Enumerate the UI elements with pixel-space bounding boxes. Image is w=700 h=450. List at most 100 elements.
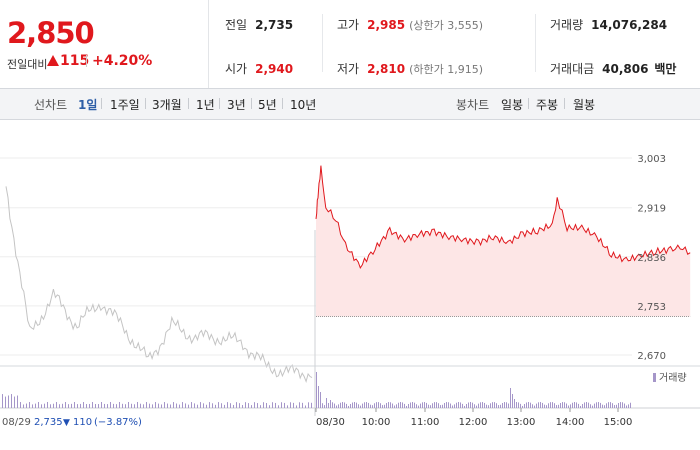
volume-bar [35, 403, 36, 408]
volume-bar [11, 394, 12, 408]
volume-bar [173, 402, 174, 408]
volume-bar [498, 405, 499, 408]
tab-1week[interactable]: 1주일 [110, 98, 140, 112]
volume-bar [612, 403, 613, 408]
volume-bar [296, 405, 297, 408]
tab-daily-candle[interactable]: 일봉 [501, 98, 524, 112]
volume-bar [492, 402, 493, 408]
volume-bar [408, 403, 409, 408]
volume-bar [504, 402, 505, 408]
volume-bar [422, 402, 423, 408]
volume-bar [412, 402, 413, 408]
volume-bar [68, 404, 69, 408]
today-price-line [315, 165, 691, 270]
volume-bar [382, 405, 383, 408]
volume-bar [496, 403, 497, 408]
volume-bar [266, 403, 267, 408]
volume-bar [8, 395, 9, 408]
volume-bar [209, 402, 210, 408]
tab-monthly-candle[interactable]: 월봉 [573, 98, 596, 112]
volume-bar [32, 404, 33, 408]
open-value: 2,940 [255, 62, 294, 76]
volume-bar [358, 404, 359, 408]
volume-bar [86, 404, 87, 408]
volume-bar [344, 402, 345, 408]
volume-bar [50, 404, 51, 408]
volume-bar [287, 405, 288, 408]
volume-bar [278, 405, 279, 408]
volume-bar [554, 403, 555, 408]
volume-bar [464, 405, 465, 408]
volume-bar [558, 404, 559, 408]
volume-bar [586, 402, 587, 408]
volume-bar [436, 402, 437, 408]
volume-bar [20, 402, 21, 408]
volume-bar [510, 388, 511, 408]
volume-bar [272, 402, 273, 408]
tab-3month[interactable]: 3개월 [152, 98, 182, 112]
volume-bar [215, 404, 216, 408]
divider [188, 98, 189, 109]
tab-weekly-candle[interactable]: 주봉 [536, 98, 559, 112]
volume-bar [290, 402, 291, 408]
volume-bar [191, 402, 192, 408]
volume-bar [490, 403, 491, 408]
volume-bar [122, 403, 123, 408]
prev-close-cell: 전일 2,735 [225, 16, 293, 33]
volume-bar [432, 403, 433, 408]
volume-bar [400, 402, 401, 408]
volume-bar [293, 402, 294, 408]
volume-bar [164, 402, 165, 408]
volume-bar [104, 403, 105, 408]
volume-bar [340, 402, 341, 408]
volume-bar [590, 404, 591, 408]
volume-bar [125, 404, 126, 408]
y-tick-label: 2,753 [637, 302, 666, 313]
volume-bar [161, 404, 162, 408]
tab-1year[interactable]: 1년 [196, 98, 215, 112]
volume-bar [424, 402, 425, 408]
volume-bar [305, 405, 306, 408]
volume-bar [512, 394, 513, 408]
volume-bar [336, 405, 337, 408]
volume-bar [562, 402, 563, 408]
volume-bar [526, 402, 527, 408]
volume-bar [17, 395, 18, 408]
volume-bar [430, 405, 431, 408]
volume-bar [212, 403, 213, 408]
tab-5year[interactable]: 5년 [258, 98, 277, 112]
volume-bar [167, 403, 168, 408]
x-tick-label: 08/30 [316, 417, 345, 428]
volume-bar [620, 402, 621, 408]
volume-bar [155, 402, 156, 408]
volume-bar [448, 402, 449, 408]
tab-1day[interactable]: 1일 [78, 98, 98, 112]
volume-bar [360, 405, 361, 408]
volume-bar [366, 402, 367, 408]
volume-bar [584, 402, 585, 408]
volume-bar [134, 404, 135, 408]
volume-bar [364, 402, 365, 408]
volume-bar [342, 402, 343, 408]
volume-bar [396, 404, 397, 408]
tab-3year[interactable]: 3년 [227, 98, 246, 112]
x-tick-label: 12:00 [459, 417, 488, 428]
volume-bar [311, 402, 312, 408]
volume-bar [494, 402, 495, 408]
divider [535, 14, 536, 72]
amount-label: 거래대금 [550, 62, 595, 76]
volume-bar [596, 402, 597, 408]
divider [251, 98, 252, 109]
volume-bar [179, 404, 180, 408]
volume-bar [392, 403, 393, 408]
volume-bar [119, 402, 120, 408]
volume-bar [275, 402, 276, 408]
volume-bar [328, 402, 329, 408]
tab-10year[interactable]: 10년 [290, 98, 317, 112]
prev-day-info: 08/29 2,735 ▼ 110 (−3.87%) [2, 417, 142, 428]
volume-bar [402, 402, 403, 408]
volume-bar [544, 404, 545, 408]
candle-chart-label: 봉차트 [456, 98, 490, 112]
volume-bar [588, 402, 589, 408]
volume-bar [454, 404, 455, 408]
